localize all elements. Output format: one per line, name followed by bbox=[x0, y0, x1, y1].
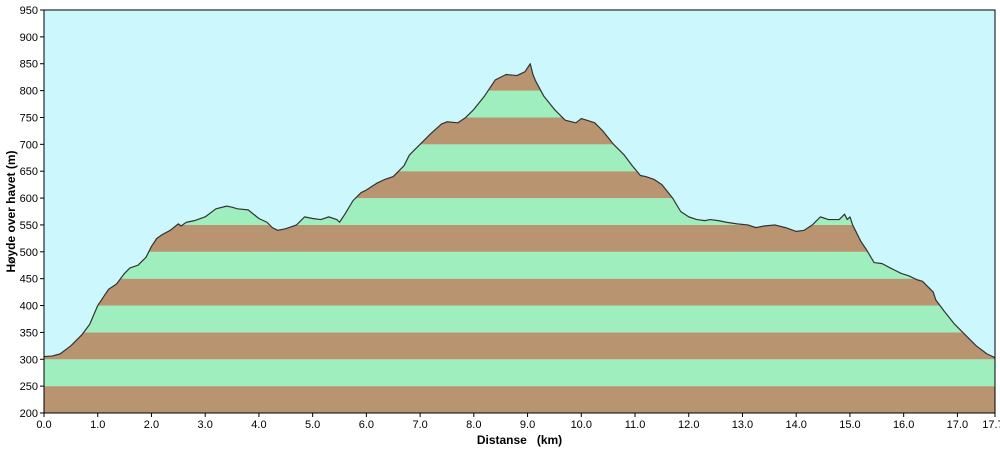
x-tick-label: 10.0 bbox=[571, 419, 592, 431]
x-tick-label: 16.0 bbox=[893, 419, 914, 431]
elevation-band bbox=[44, 224, 995, 252]
x-tick-label: 17.0 bbox=[947, 419, 968, 431]
elevation-profile-line bbox=[43, 63, 996, 359]
x-tick-label: 17.7 bbox=[982, 419, 1000, 431]
elevation-band bbox=[44, 359, 995, 387]
y-tick-label: 450 bbox=[20, 274, 38, 286]
y-tick-label: 750 bbox=[20, 112, 38, 124]
elevation-band bbox=[44, 278, 995, 306]
x-tick-label: 5.0 bbox=[305, 419, 320, 431]
y-tick-label: 850 bbox=[20, 59, 38, 71]
x-tick-label: 2.0 bbox=[144, 419, 159, 431]
y-tick-label: 400 bbox=[20, 301, 38, 313]
y-tick-label: 200 bbox=[20, 408, 38, 420]
x-tick-label: 7.0 bbox=[412, 419, 427, 431]
x-tick-label: 11.0 bbox=[625, 419, 646, 431]
x-axis-title: Distanse (km) bbox=[477, 433, 562, 447]
y-tick-label: 800 bbox=[20, 86, 38, 98]
elevation-band bbox=[44, 305, 995, 333]
x-tick-label: 14.0 bbox=[785, 419, 806, 431]
x-tick-label: 1.0 bbox=[90, 419, 105, 431]
y-tick-label: 300 bbox=[20, 354, 38, 366]
x-tick-label: 3.0 bbox=[198, 419, 213, 431]
x-tick-label: 8.0 bbox=[466, 419, 481, 431]
y-tick-label: 550 bbox=[20, 220, 38, 232]
y-tick-label: 900 bbox=[20, 32, 38, 44]
x-tick-label: 4.0 bbox=[251, 419, 266, 431]
elevation-band bbox=[44, 386, 995, 413]
x-tick-label: 6.0 bbox=[359, 419, 374, 431]
x-tick-label: 12.0 bbox=[678, 419, 699, 431]
x-axis-ticks: 0.0 1.0 2.0 3.0 4.0 5.0 6.0 7.0 8.0 9.0 10.0 11.0 12… bbox=[36, 413, 1000, 431]
y-axis-title: Høyde over havet (m) bbox=[4, 150, 18, 272]
y-tick-label: 350 bbox=[20, 327, 38, 339]
elevation-band bbox=[44, 251, 995, 279]
y-tick-label: 250 bbox=[20, 381, 38, 393]
y-tick-label: 950 bbox=[20, 5, 38, 17]
x-tick-label: 15.0 bbox=[839, 419, 860, 431]
x-tick-label: 0.0 bbox=[36, 419, 51, 431]
x-tick-label: 13.0 bbox=[732, 419, 753, 431]
elevation-band bbox=[44, 332, 995, 360]
y-tick-label: 600 bbox=[20, 193, 38, 205]
y-tick-label: 650 bbox=[20, 166, 38, 178]
y-tick-label: 500 bbox=[20, 247, 38, 259]
plot-border bbox=[43, 9, 996, 414]
y-tick-label: 700 bbox=[20, 139, 38, 151]
x-tick-label: 9.0 bbox=[520, 419, 535, 431]
y-axis-ticks: 200 250 300 350 400 450 500 550 600 650 700 750 800 8… bbox=[20, 5, 44, 420]
